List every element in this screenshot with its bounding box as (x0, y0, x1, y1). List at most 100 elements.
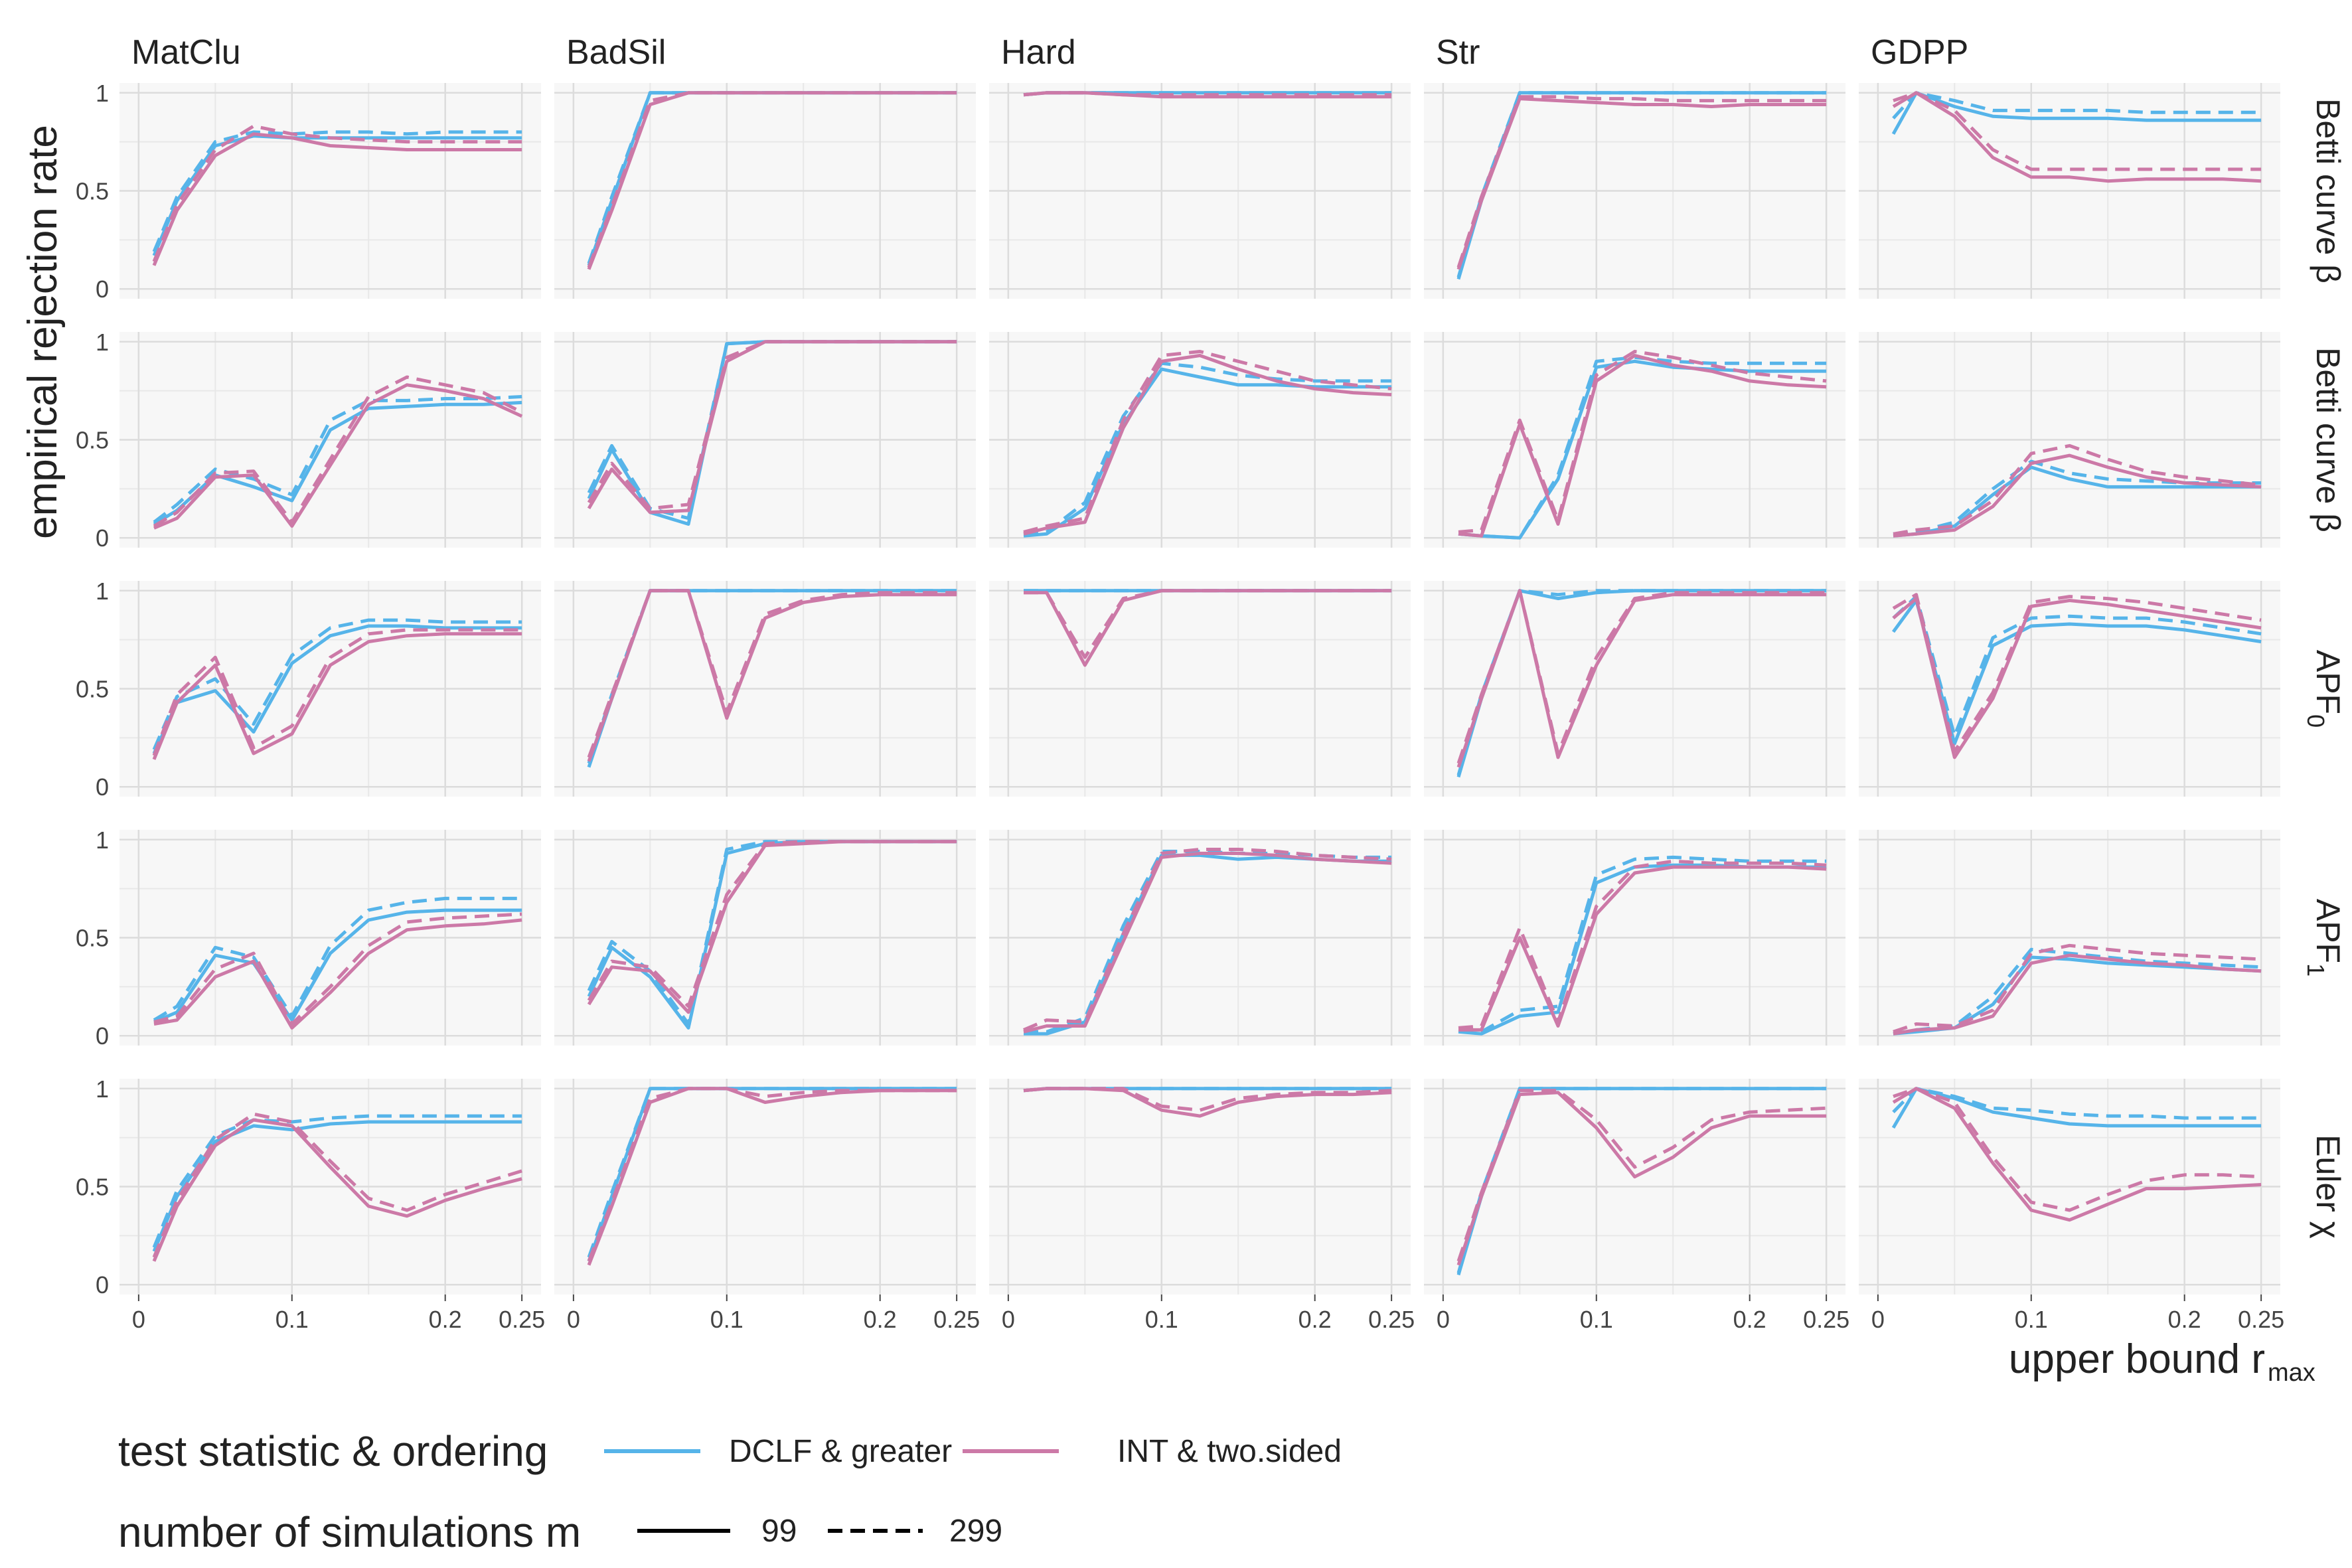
series-line-dclf-m299 (1456, 1087, 1827, 1274)
x-tick-label: 0.25 (2238, 1306, 2284, 1333)
panel-matclu-row3 (119, 581, 541, 797)
series-line-int-m99 (1892, 91, 2262, 183)
series-line-dclf-m299 (1456, 589, 1827, 776)
series-line-int-m99 (153, 383, 523, 530)
x-tick-label: 0.2 (1298, 1306, 1332, 1333)
panel-gdpp-row4 (1859, 830, 2280, 1046)
legend-color-title: test statistic & ordering (118, 1427, 548, 1475)
strip-label-row-5: Euler χ (2310, 1135, 2347, 1239)
panel-hard-row3 (989, 581, 1411, 797)
series-line-dclf-m299 (1892, 91, 2262, 119)
y-tick-label: 0 (96, 773, 109, 801)
strip-label-row-4: APF1 (2302, 899, 2347, 977)
panel-hard-row5 (989, 1079, 1411, 1294)
y-tick-label: 1 (96, 826, 109, 854)
series-line-int-m299 (152, 1112, 522, 1258)
x-tick-label: 0.25 (1368, 1306, 1415, 1333)
legend-linetype-title: number of simulations m (118, 1508, 581, 1556)
panel-hard-row2 (989, 332, 1411, 548)
series-line-int-m299 (1458, 350, 1827, 534)
x-axis-title-sub: max (2268, 1359, 2315, 1387)
x-tick-label: 0.25 (499, 1306, 545, 1333)
series-line-dclf-m299 (1458, 855, 1827, 1034)
panel-badsil-row1 (554, 83, 976, 299)
series-line-int-m99 (1023, 852, 1392, 1034)
series-line-int-m299 (1023, 848, 1392, 1032)
series-line-int-m99 (152, 632, 522, 760)
panel-str-row2 (1424, 332, 1845, 548)
y-tick-label: 0 (96, 1271, 109, 1298)
panel-str-row4 (1424, 830, 1845, 1046)
series-line-int-m299 (1893, 1087, 2262, 1212)
series-line-dclf-m299 (1892, 1087, 2262, 1120)
series-line-int-m299 (1456, 1089, 1827, 1262)
panel-matclu-row5 (119, 1079, 541, 1294)
panel-gdpp-row3 (1859, 581, 2280, 797)
y-tick-label: 0 (96, 275, 109, 303)
y-tick-label: 1 (96, 329, 109, 356)
y-tick-label: 0 (96, 1022, 109, 1050)
x-tick-label: 0.1 (275, 1306, 309, 1333)
series-line-dclf-m299 (152, 1114, 522, 1249)
series-line-int-m299 (1893, 443, 2262, 536)
series-line-int-m299 (1456, 589, 1827, 764)
x-tick-label: 0.2 (429, 1306, 462, 1333)
series-line-int-m299 (587, 91, 957, 268)
series-line-dclf-m99 (1023, 367, 1392, 538)
strip-label-gdpp: GDPP (1871, 33, 1968, 72)
y-tick-label: 0.5 (76, 1174, 109, 1201)
x-tick-label: 0.2 (864, 1306, 897, 1333)
series-line-dclf-m99 (153, 908, 522, 1024)
series-line-dclf-m99 (153, 400, 522, 526)
x-axis-title: upper bound r (2009, 1336, 2265, 1382)
panel-str-row5 (1424, 1079, 1845, 1294)
series-line-dclf-m99 (152, 624, 522, 755)
panel-badsil-row3 (554, 581, 976, 797)
series-line-dclf-m299 (1023, 361, 1392, 536)
series-line-int-m299 (1023, 350, 1392, 534)
strip-label-row-1: Betti curve β (2310, 98, 2347, 283)
series-line-dclf-m299 (1456, 91, 1827, 278)
x-tick-label: 0.1 (710, 1306, 744, 1333)
panel-gdpp-row1 (1859, 83, 2280, 299)
series-line-int-m299 (1892, 593, 2262, 753)
series-line-int-m99 (1893, 453, 2262, 538)
y-tick-label: 0.5 (76, 427, 109, 454)
x-tick-label: 0 (132, 1306, 145, 1333)
strip-label-row-2: Betti curve β (2310, 347, 2347, 532)
series-line-int-m99 (1892, 1087, 2262, 1222)
legend-label-m299: 299 (949, 1514, 1002, 1549)
panel-hard-row4 (989, 830, 1411, 1046)
y-tick-label: 0.5 (76, 178, 109, 205)
series-line-dclf-m299 (587, 840, 957, 1026)
strip-label-row-3: APF0 (2302, 650, 2347, 728)
strip-label-str: Str (1436, 33, 1480, 72)
panel-matclu-row2 (119, 332, 541, 548)
panel-matclu-row4 (119, 830, 541, 1046)
panel-badsil-row4 (554, 830, 976, 1046)
panel-badsil-row5 (554, 1079, 976, 1294)
x-tick-label: 0.25 (933, 1306, 980, 1333)
y-tick-label: 1 (96, 1075, 109, 1103)
y-tick-label: 0.5 (76, 925, 109, 952)
series-line-int-m99 (1458, 865, 1827, 1032)
x-tick-label: 0.1 (1580, 1306, 1613, 1333)
x-tick-label: 0 (567, 1306, 580, 1333)
panel-str-row1 (1424, 83, 1845, 299)
series-line-dclf-m299 (1892, 595, 2262, 738)
y-tick-label: 0 (96, 524, 109, 552)
series-line-int-m299 (587, 840, 957, 1008)
panel-gdpp-row2 (1859, 332, 2280, 548)
x-tick-label: 0.1 (1145, 1306, 1178, 1333)
series-line-int-m299 (1023, 1087, 1392, 1112)
legend-label-int: INT & two.sided (1117, 1434, 1342, 1469)
series-line-int-m299 (587, 340, 957, 510)
panel-hard-row1 (989, 83, 1411, 299)
series-line-dclf-m299 (153, 896, 522, 1022)
y-tick-label: 0.5 (76, 676, 109, 703)
series-line-int-m299 (153, 912, 522, 1026)
series-line-int-m299 (1458, 859, 1827, 1030)
series-line-dclf-m299 (152, 130, 522, 253)
strip-label-hard: Hard (1001, 33, 1076, 72)
